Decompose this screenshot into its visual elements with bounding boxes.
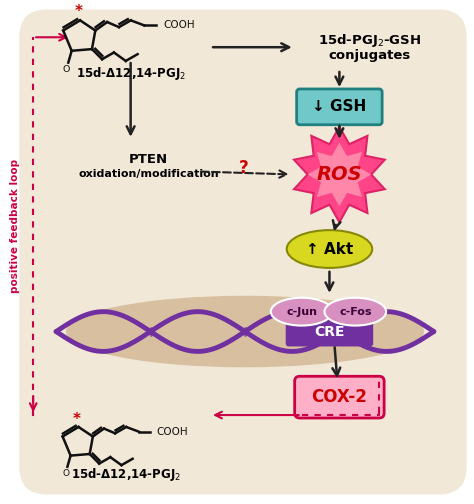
Text: O: O: [62, 469, 69, 478]
Text: CRE: CRE: [314, 325, 345, 339]
Text: *: *: [74, 5, 82, 20]
FancyBboxPatch shape: [295, 376, 384, 418]
Text: O: O: [63, 65, 70, 74]
Text: COOH: COOH: [156, 427, 188, 437]
Ellipse shape: [66, 296, 424, 367]
Text: conjugates: conjugates: [328, 49, 410, 61]
Polygon shape: [308, 143, 371, 206]
Text: 15d-PGJ$_2$-GSH: 15d-PGJ$_2$-GSH: [318, 32, 421, 49]
Ellipse shape: [271, 298, 332, 326]
Text: oxidation/modification: oxidation/modification: [78, 169, 219, 179]
Ellipse shape: [287, 230, 372, 268]
Text: ↑ Akt: ↑ Akt: [306, 241, 353, 257]
Text: ?: ?: [239, 159, 249, 177]
Text: 15d-Δ12,14-PGJ$_2$: 15d-Δ12,14-PGJ$_2$: [71, 466, 181, 483]
Polygon shape: [294, 127, 385, 222]
FancyBboxPatch shape: [286, 317, 373, 346]
Text: COOH: COOH: [163, 21, 194, 30]
Text: *: *: [73, 411, 81, 426]
Text: c-Jun: c-Jun: [286, 306, 317, 317]
Text: ↓ GSH: ↓ GSH: [312, 99, 366, 114]
Text: 15d-Δ12,14-PGJ$_2$: 15d-Δ12,14-PGJ$_2$: [76, 65, 186, 82]
Text: ROS: ROS: [317, 165, 362, 184]
FancyBboxPatch shape: [19, 10, 466, 494]
Ellipse shape: [325, 298, 386, 326]
Text: c-Fos: c-Fos: [339, 306, 372, 317]
Text: PTEN: PTEN: [129, 153, 168, 166]
FancyBboxPatch shape: [297, 89, 382, 125]
Text: COX-2: COX-2: [311, 388, 367, 406]
Text: positive feedback loop: positive feedback loop: [10, 159, 20, 293]
